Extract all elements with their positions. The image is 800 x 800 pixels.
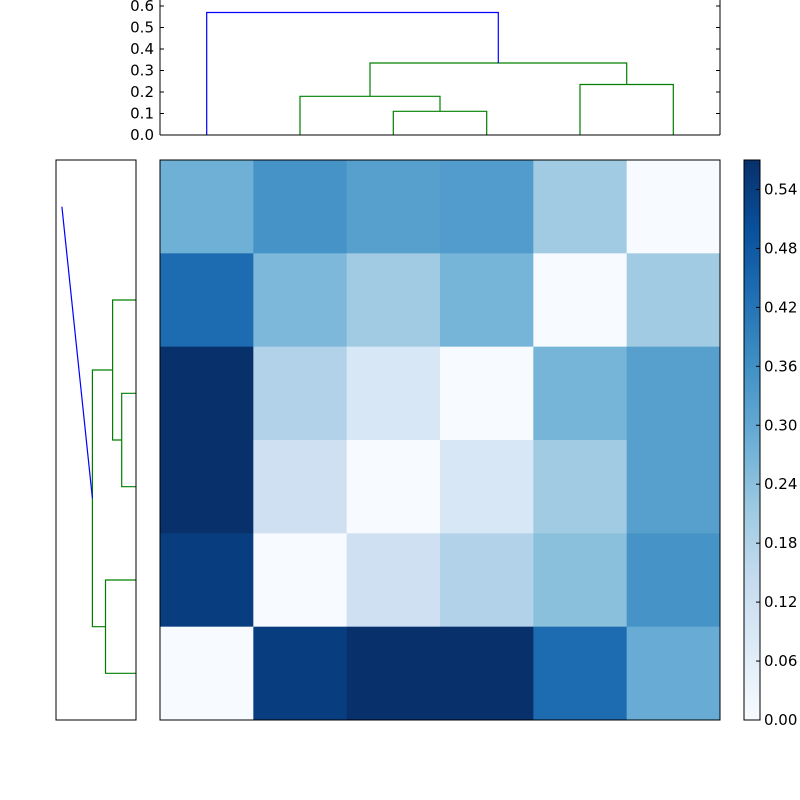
colorbar-tick-label: 0.06 [764,652,797,670]
y-tick-label: 0.5 [130,19,154,37]
heatmap-cell [253,626,348,721]
heatmap-cell [253,160,348,254]
colorbar-tick-label: 0.30 [764,416,797,434]
colorbar-tick-label: 0.12 [764,593,797,611]
heatmap-cell [440,160,534,254]
dendrogram-link [61,206,93,499]
heatmap [159,159,721,721]
heatmap-cell [346,160,441,254]
y-tick-label: 0.3 [130,62,154,80]
heatmap-cell [440,346,534,441]
heatmap-cell [626,346,721,441]
colorbar-tick-label: 0.00 [764,711,797,729]
y-tick-label: 0.1 [130,105,154,123]
heatmap-frame [159,159,721,721]
dendrogram-link [121,392,136,488]
dendrogram-link [579,83,674,135]
colorbar-tick-label: 0.24 [764,475,797,493]
heatmap-cell [626,440,721,534]
heatmap-cell [160,533,254,628]
dendrogram-link [111,299,136,441]
colorbar-gradient [744,160,760,720]
y-tick-label: 0.2 [130,83,154,101]
heatmap-cell [346,440,441,534]
heatmap-cell [253,346,348,441]
y-tick-label: 0.6 [130,0,154,15]
heatmap-cell [346,626,441,721]
y-tick-label: 0.0 [130,126,154,144]
heatmap-cell [533,346,628,441]
heatmap-cell [253,533,348,628]
top-dendrogram: 0.0 0.1 0.2 0.3 0.4 0.5 0.6 [130,0,721,144]
dendrogram-link [91,369,113,628]
dendrogram-link [104,579,136,674]
dendrogram-link [369,62,628,97]
heatmap-cell [533,533,628,628]
colorbar-frame [743,159,761,721]
y-tick-label: 0.4 [130,40,154,58]
heatmap-cell [533,160,628,254]
colorbar-tick-label: 0.18 [764,534,797,552]
heatmap-cell [346,533,441,628]
heatmap-cell [160,253,254,348]
heatmap-cell [533,440,628,534]
colorbar-tick-label: 0.48 [764,239,797,257]
heatmap-cell [160,160,254,254]
heatmap-cell [440,533,534,628]
left-dendrogram-frame [55,159,137,721]
left-dendrogram [55,159,137,721]
heatmap-cell [253,253,348,348]
heatmap-cell [533,626,628,721]
colorbar: 0.00 0.06 0.12 0.18 0.24 0.30 0.36 0.42 0.48 0.54 [743,159,797,729]
dendrogram-link [392,110,488,135]
dendrogram-link [299,95,441,135]
heatmap-cell [626,533,721,628]
heatmap-cell [440,626,534,721]
heatmap-cell [253,440,348,534]
heatmap-cell [160,626,254,721]
colorbar-tick-label: 0.42 [764,298,797,316]
heatmap-cell [160,346,254,441]
colorbar-tick-label: 0.36 [764,357,797,375]
dendrogram-link [206,11,499,135]
heatmap-cell [440,253,534,348]
colorbar-tick-label: 0.54 [764,180,797,198]
heatmap-cell [346,253,441,348]
heatmap-cell [160,440,254,534]
heatmap-cell [626,253,721,348]
heatmap-cell [346,346,441,441]
heatmap-cell [533,253,628,348]
heatmap-cell [626,626,721,721]
heatmap-cell [440,440,534,534]
heatmap-cell [626,160,721,254]
